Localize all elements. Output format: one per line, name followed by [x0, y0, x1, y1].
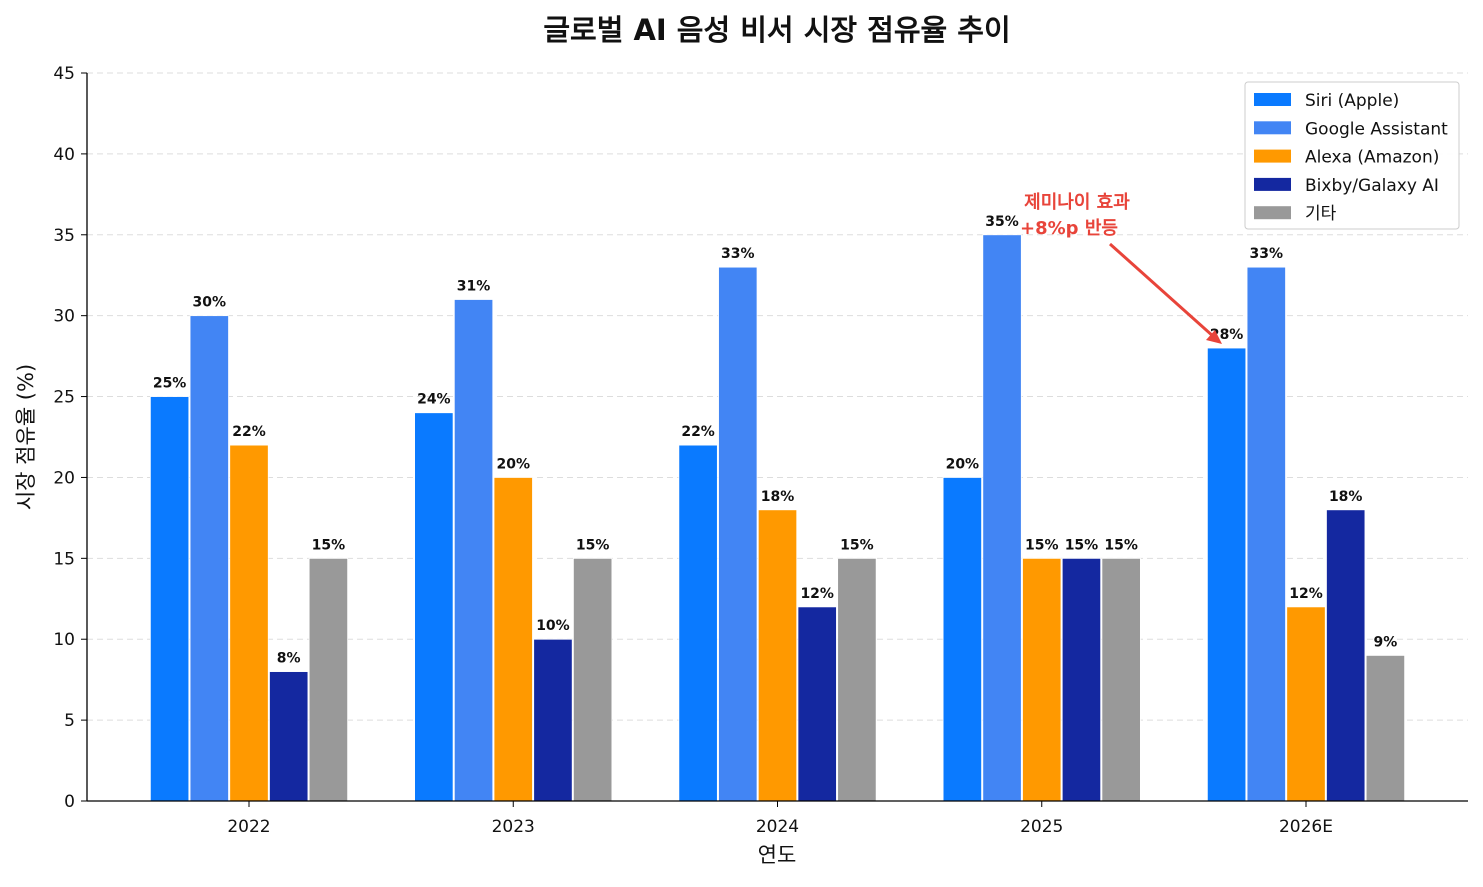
data-label: 31% — [457, 278, 491, 294]
legend-box — [1244, 81, 1460, 230]
bar — [308, 557, 349, 802]
legend-swatch — [1254, 177, 1291, 191]
x-axis-label: 연도 — [758, 843, 797, 867]
legend-swatch — [1254, 121, 1291, 135]
chart-title: 글로벌 AI 음성 비서 시장 점유율 추이 — [543, 13, 1010, 47]
bar — [414, 412, 454, 802]
data-label: 9% — [1374, 634, 1398, 650]
y-tick-label: 25 — [53, 388, 75, 408]
data-label: 35% — [985, 214, 1019, 230]
bar — [1206, 347, 1247, 802]
data-label: 33% — [721, 246, 755, 262]
y-tick-label: 35 — [53, 226, 75, 246]
data-label: 15% — [312, 537, 346, 553]
legend-label: Alexa (Amazon) — [1305, 148, 1439, 168]
bar — [982, 234, 1022, 802]
data-label: 30% — [193, 295, 227, 311]
data-label: 15% — [840, 537, 874, 553]
bar — [1365, 655, 1406, 802]
bar — [269, 671, 309, 802]
data-label: 25% — [153, 376, 187, 392]
data-label: 20% — [946, 456, 980, 472]
bar — [757, 509, 798, 802]
data-label: 15% — [1065, 537, 1099, 553]
data-label: 33% — [1250, 246, 1284, 262]
legend-label: Bixby/Galaxy AI — [1305, 176, 1439, 196]
bar — [1022, 557, 1062, 802]
annotation-arrow — [1109, 242, 1215, 339]
bar — [229, 444, 269, 802]
y-axis-label: 시장 점유율 (%) — [14, 364, 38, 510]
legend-swatch — [1254, 149, 1291, 163]
bar — [453, 299, 494, 802]
data-label: 8% — [277, 651, 301, 667]
x-tick-label: 2025 — [1020, 817, 1063, 837]
bar — [149, 396, 190, 802]
data-label: 12% — [1289, 586, 1323, 602]
data-label: 22% — [232, 424, 266, 440]
x-tick-label: 2024 — [756, 817, 799, 837]
data-label: 12% — [800, 586, 834, 602]
data-label: 18% — [761, 489, 795, 505]
bar — [1061, 557, 1102, 802]
bar — [1286, 606, 1326, 802]
data-label: 15% — [576, 537, 610, 553]
annotation-line-2: +8%p 반등 — [1020, 218, 1118, 239]
data-label: 22% — [681, 424, 715, 440]
legend-swatch — [1254, 93, 1291, 106]
legend-label: Siri (Apple) — [1305, 91, 1399, 111]
x-ticks: 2022 2023 2024 2025 2026E — [227, 801, 1333, 837]
legend-swatch — [1254, 206, 1291, 220]
bar — [1246, 266, 1286, 802]
y-tick-label: 30 — [53, 307, 75, 327]
y-tick-label: 45 — [53, 64, 75, 84]
bar — [189, 315, 229, 802]
bar — [573, 557, 613, 802]
bar — [493, 477, 533, 802]
y-ticks: 0 5 10 15 20 25 30 35 40 45 — [53, 64, 87, 812]
x-tick-label: 2026E — [1279, 817, 1333, 837]
data-label: 15% — [1025, 537, 1059, 553]
data-label: 10% — [536, 618, 570, 634]
bar — [718, 266, 758, 802]
bar — [1326, 509, 1366, 802]
data-label: 15% — [1104, 537, 1138, 553]
data-label: 20% — [496, 456, 530, 472]
bar — [1101, 557, 1141, 802]
y-tick-label: 40 — [53, 145, 75, 165]
bar — [533, 638, 573, 802]
y-tick-label: 20 — [53, 468, 75, 488]
x-tick-label: 2022 — [227, 817, 270, 837]
bars — [149, 234, 1406, 802]
x-tick-label: 2023 — [492, 817, 535, 837]
legend-label: 기타 — [1305, 204, 1337, 224]
bar — [942, 477, 982, 802]
data-label: 24% — [417, 392, 451, 408]
y-tick-label: 15 — [53, 549, 75, 569]
data-labels: 25% 30% 22% 8% 15% 24% 31% 20% 10% 15% 22% 33% 18% 12… — [153, 214, 1397, 667]
bar — [837, 557, 877, 802]
bar — [797, 606, 837, 802]
annotation-arrowhead — [1206, 330, 1222, 344]
y-tick-label: 0 — [64, 792, 75, 812]
legend-label: Google Assistant — [1305, 119, 1448, 139]
bar — [678, 444, 718, 802]
y-tick-label: 5 — [64, 711, 75, 731]
annotation: 제미나이 효과 +8%p 반등 — [1020, 192, 1222, 344]
annotation-line-1: 제미나이 효과 — [1024, 192, 1130, 213]
y-tick-label: 10 — [53, 630, 75, 650]
legend: Siri (Apple) Google Assistant Alexa (Amazo… — [1244, 81, 1460, 230]
data-label: 18% — [1329, 489, 1363, 505]
